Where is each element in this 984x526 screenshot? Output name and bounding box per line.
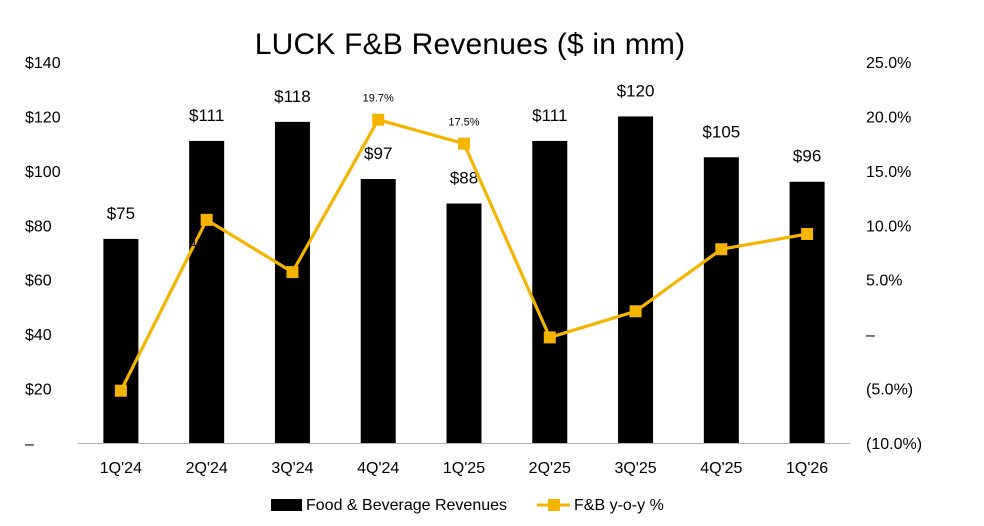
- legend-line-label: F&B y-o-y %: [574, 497, 664, 514]
- bar: [446, 203, 482, 443]
- bar-value-label: $97: [364, 144, 392, 163]
- bar: [703, 157, 739, 443]
- bar-value-label: $111: [189, 106, 224, 125]
- x-axis-tick-label: 4Q'24: [357, 460, 399, 477]
- right-axis-tick-label: 15.0%: [866, 164, 911, 181]
- x-axis-tick-label: 2Q'25: [529, 460, 571, 477]
- yoy-point: [114, 384, 127, 397]
- legend-bar-label: Food & Beverage Revenues: [306, 497, 507, 514]
- left-axis-tick-label: $40: [25, 327, 52, 344]
- right-axis-tick-label: 10.0%: [866, 218, 911, 235]
- line-series: [114, 113, 814, 397]
- legend-line-marker: [548, 499, 560, 511]
- yoy-value-label: 7.8%: [709, 266, 734, 278]
- x-axis-tick-label: 1Q'25: [443, 460, 485, 477]
- line-labels: (5.2%) 10.5% 5.7% 19.7% 17.5% (0.3%) 2.1% 7.8% 9…: [105, 93, 820, 420]
- left-axis-tick-label: $60: [25, 273, 52, 290]
- left-axis: – $20 $40 $60 $80 $100 $120 $140: [25, 55, 61, 453]
- x-axis-tick-label: 1Q'24: [100, 460, 142, 477]
- right-axis-tick-label: 25.0%: [866, 55, 911, 72]
- left-axis-tick-label: $100: [25, 164, 61, 181]
- yoy-point: [372, 113, 385, 126]
- right-axis-tick-label: –: [866, 327, 875, 344]
- left-axis-tick-label: $80: [25, 218, 52, 235]
- x-axis-tick-label: 3Q'25: [614, 460, 656, 477]
- yoy-value-label: 5.7%: [280, 289, 305, 301]
- right-axis-tick-label: (5.0%): [866, 382, 913, 399]
- yoy-value-label: (0.3%): [534, 354, 566, 366]
- x-axis-ticks: 1Q'24 2Q'24 3Q'24 4Q'24 1Q'25 2Q'25 3Q'25 4Q'25…: [100, 460, 829, 477]
- yoy-value-label: (5.2%): [105, 408, 137, 420]
- bar-value-label: $118: [274, 87, 311, 106]
- yoy-point: [543, 331, 556, 344]
- bar: [532, 140, 568, 443]
- right-axis: (10.0%) (5.0%) – 5.0% 10.0% 15.0% 20.0% 25.0%: [866, 55, 922, 453]
- bar: [274, 121, 310, 443]
- yoy-point: [200, 213, 213, 226]
- yoy-point: [286, 266, 299, 279]
- x-axis-tick-label: 4Q'25: [700, 460, 742, 477]
- x-axis-tick-label: 1Q'26: [786, 460, 828, 477]
- bar-value-label: $105: [702, 122, 740, 141]
- yoy-value-label: 2.1%: [623, 328, 648, 340]
- left-axis-tick-label: $140: [25, 55, 61, 72]
- yoy-value-label: 17.5%: [448, 117, 479, 129]
- x-axis-tick-label: 3Q'24: [271, 460, 313, 477]
- left-axis-tick-label: –: [25, 436, 34, 453]
- left-axis-tick-label: $120: [25, 109, 61, 126]
- chart-title: LUCK F&B Revenues ($ in mm): [254, 28, 686, 61]
- yoy-point: [715, 243, 728, 256]
- yoy-value-label: 19.7%: [363, 93, 394, 105]
- right-axis-tick-label: 20.0%: [866, 109, 911, 126]
- bar: [789, 181, 825, 443]
- bar: [618, 116, 654, 443]
- yoy-point: [801, 227, 814, 240]
- bar-value-label: $75: [107, 204, 135, 223]
- bar-value-label: $96: [793, 147, 821, 166]
- right-axis-tick-label: (10.0%): [866, 436, 922, 453]
- bar: [360, 179, 396, 443]
- right-axis-tick-label: 5.0%: [866, 273, 902, 290]
- bar-labels: $75 $111 $118 $97 $88 $111 $120 $105 $96: [107, 81, 822, 222]
- yoy-point: [458, 137, 470, 150]
- bar-series: [103, 116, 825, 443]
- x-axis-tick-label: 2Q'24: [186, 460, 228, 477]
- bar: [103, 238, 139, 443]
- bar-value-label: $120: [617, 81, 655, 100]
- left-axis-tick-label: $20: [25, 382, 52, 399]
- yoy-value-label: 9.2%: [795, 251, 820, 263]
- legend-bar-swatch: [271, 499, 302, 511]
- yoy-value-label: 10.5%: [191, 237, 222, 249]
- bar: [189, 140, 225, 443]
- yoy-point: [629, 305, 642, 318]
- bar-value-label: $88: [450, 169, 478, 188]
- bar-value-label: $111: [532, 106, 567, 125]
- legend: Food & Beverage Revenues F&B y-o-y %: [271, 497, 664, 514]
